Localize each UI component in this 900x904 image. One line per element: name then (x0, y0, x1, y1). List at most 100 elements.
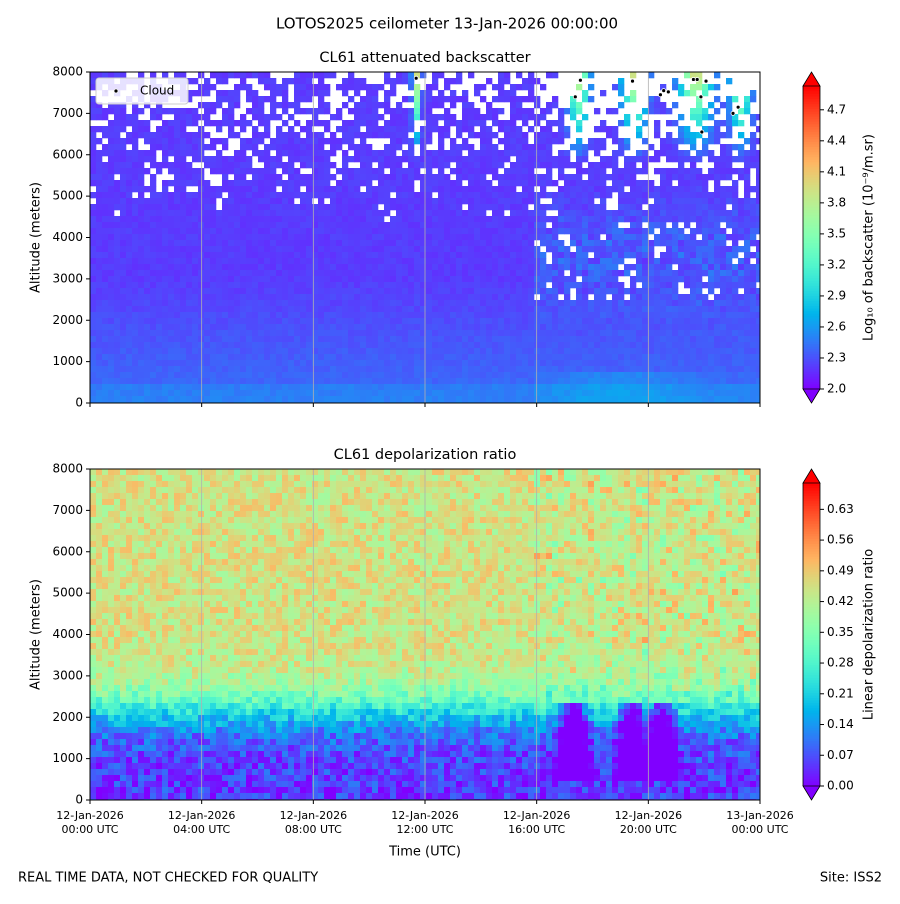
heatmap-cell (426, 324, 433, 331)
heatmap-cell (222, 210, 229, 217)
heatmap-cell (642, 108, 649, 115)
heatmap-cell (216, 360, 223, 367)
heatmap-cell (456, 276, 463, 283)
heatmap-cell (162, 294, 169, 301)
heatmap-cell (486, 306, 493, 313)
heatmap-cell (324, 264, 331, 271)
heatmap-cell (546, 354, 553, 361)
heatmap-cell (372, 234, 379, 241)
heatmap-cell (156, 210, 163, 217)
heatmap-cell (462, 252, 469, 259)
heatmap-cell (420, 276, 427, 283)
heatmap-cell (474, 228, 481, 235)
heatmap-cell (90, 84, 97, 91)
heatmap-cell (696, 390, 703, 397)
heatmap-cell (636, 132, 643, 139)
heatmap-cell (276, 390, 283, 397)
heatmap-cell (534, 342, 541, 349)
heatmap-cell (630, 384, 637, 391)
heatmap-cell (108, 396, 115, 403)
heatmap-cell (462, 354, 469, 361)
heatmap-cell (624, 378, 631, 385)
heatmap-cell (246, 258, 253, 265)
heatmap-cell (438, 228, 445, 235)
heatmap-cell (444, 186, 451, 193)
heatmap-cell (474, 330, 481, 337)
heatmap-cell (378, 228, 385, 235)
heatmap-cell (120, 252, 127, 259)
heatmap-cell (120, 336, 127, 343)
heatmap-cell (192, 252, 199, 259)
heatmap-cell (366, 390, 373, 397)
heatmap-cell (480, 168, 487, 175)
heatmap-cell (108, 72, 115, 79)
heatmap-cell (354, 288, 361, 295)
heatmap-cell (408, 270, 415, 277)
heatmap-cell (600, 390, 607, 397)
heatmap-cell (474, 156, 481, 163)
heatmap-cell (180, 126, 187, 133)
heatmap-cell (552, 198, 559, 205)
heatmap-cell (138, 318, 145, 325)
heatmap-cell (654, 210, 661, 217)
heatmap-cell (414, 300, 421, 307)
heatmap-cell (102, 372, 109, 379)
heatmap-cell (666, 270, 673, 277)
heatmap-cell (678, 240, 685, 247)
heatmap-cell (528, 84, 535, 91)
heatmap-cell (426, 396, 433, 403)
heatmap-cell (168, 396, 175, 403)
heatmap-cell (690, 138, 697, 145)
heatmap-cell (456, 180, 463, 187)
heatmap-cell (642, 360, 649, 367)
heatmap-cell (234, 204, 241, 211)
heatmap-cell (642, 288, 649, 295)
heatmap-cell (222, 186, 229, 193)
heatmap-cell (480, 144, 487, 151)
heatmap-cell (600, 324, 607, 331)
heatmap-cell (648, 264, 655, 271)
heatmap-cell (222, 120, 229, 127)
heatmap-cell (216, 252, 223, 259)
heatmap-cell (204, 234, 211, 241)
heatmap-cell (426, 150, 433, 157)
heatmap-cell (522, 78, 529, 85)
heatmap-cell (528, 288, 535, 295)
heatmap-cell (558, 168, 565, 175)
heatmap-cell (630, 306, 637, 313)
heatmap-cell (468, 120, 475, 127)
heatmap-cell (186, 354, 193, 361)
heatmap-cell (510, 216, 517, 223)
heatmap-cell (456, 300, 463, 307)
heatmap-cell (270, 390, 277, 397)
heatmap-cell (186, 342, 193, 349)
heatmap-cell (222, 180, 229, 187)
heatmap-cell (438, 348, 445, 355)
heatmap-cell (498, 396, 505, 403)
heatmap-cell (480, 306, 487, 313)
heatmap-cell (546, 366, 553, 373)
heatmap-cell (468, 282, 475, 289)
heatmap-cell (264, 360, 271, 367)
heatmap-cell (216, 282, 223, 289)
heatmap-cell (360, 342, 367, 349)
heatmap-cell (648, 204, 655, 211)
heatmap-cell (690, 84, 697, 91)
heatmap-cell (372, 366, 379, 373)
heatmap-cell (408, 390, 415, 397)
heatmap-cell (132, 210, 139, 217)
heatmap-cell (204, 372, 211, 379)
heatmap-cell (588, 174, 595, 181)
heatmap-cell (516, 354, 523, 361)
heatmap-cell (558, 300, 565, 307)
heatmap-cell (408, 276, 415, 283)
heatmap-cell (432, 234, 439, 241)
heatmap-cell (288, 138, 295, 145)
heatmap-cell (444, 330, 451, 337)
heatmap-cell (258, 306, 265, 313)
heatmap-cell (366, 282, 373, 289)
heatmap-cell (666, 144, 673, 151)
heatmap-cell (594, 204, 601, 211)
heatmap-cell (294, 390, 301, 397)
heatmap-cell (132, 330, 139, 337)
